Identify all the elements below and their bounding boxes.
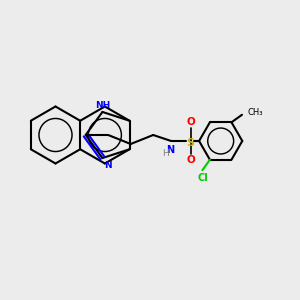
Text: N: N	[104, 161, 112, 170]
Text: N: N	[167, 145, 175, 154]
Text: S: S	[187, 138, 195, 148]
Text: Cl: Cl	[197, 173, 208, 183]
Text: NH: NH	[95, 101, 110, 110]
Text: CH₃: CH₃	[247, 108, 262, 117]
Text: O: O	[186, 117, 195, 127]
Text: O: O	[186, 155, 195, 165]
Text: H: H	[162, 149, 169, 158]
